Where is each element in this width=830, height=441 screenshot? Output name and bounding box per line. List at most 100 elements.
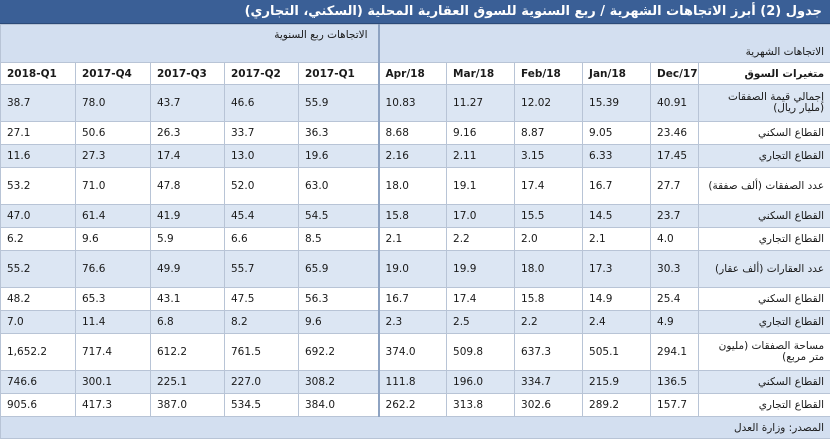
table-cell: 9.6: [297, 310, 380, 334]
table-cell: 905.6: [0, 393, 76, 417]
table-cell: 18.0: [378, 167, 448, 205]
table-cell: 11.27: [446, 84, 516, 122]
table-cell: 417.3: [75, 393, 151, 417]
table-row: 1,652.2 717.4 612.2 761.5 692.2 374.0 509.8 637…: [0, 333, 830, 371]
source-row: المصدر: وزارة العدل: [0, 416, 830, 439]
table-cell: 17.4: [150, 144, 225, 168]
table-cell: 2.1: [378, 227, 448, 251]
table-cell: 33.7: [224, 121, 299, 145]
table-cell: 313.8: [446, 393, 516, 417]
table-cell: 2.4: [582, 310, 652, 334]
table-cell: 15.8: [514, 287, 584, 311]
table-cell: 19.9: [446, 250, 516, 288]
table-row: 746.6 300.1 225.1 227.0 308.2 111.8 196.0 334.7…: [0, 370, 830, 394]
table-cell: 41.9: [150, 204, 225, 228]
column-header: 2017-Q2: [224, 62, 299, 85]
table-cell: 227.0: [224, 370, 299, 394]
table-cell: 16.7: [378, 287, 448, 311]
table-cell: 23.7: [650, 204, 700, 228]
table-cell: 36.3: [297, 121, 380, 145]
table-cell: 18.0: [514, 250, 584, 288]
table-cell: 8.68: [378, 121, 448, 145]
table-cell: 78.0: [75, 84, 151, 122]
table-cell: 3.15: [514, 144, 584, 168]
row-label: القطاع التجاري: [698, 310, 830, 334]
table-cell: 52.0: [224, 167, 299, 205]
row-label: القطاع التجاري: [698, 144, 830, 168]
table-cell: 11.6: [0, 144, 76, 168]
table-row: 55.2 76.6 49.9 55.7 65.9 19.0 19.9 18.0 17.3 30.3…: [0, 250, 830, 288]
table-cell: 76.6: [75, 250, 151, 288]
table-cell: 56.3: [297, 287, 380, 311]
table-cell: 40.91: [650, 84, 700, 122]
table-cell: 16.7: [582, 167, 652, 205]
table-cell: 302.6: [514, 393, 584, 417]
table-cell: 2.16: [378, 144, 448, 168]
table-cell: 692.2: [297, 333, 380, 371]
table-cell: 9.6: [75, 227, 151, 251]
table-cell: 11.4: [75, 310, 151, 334]
table-cell: 10.83: [378, 84, 448, 122]
table-cell: 717.4: [75, 333, 151, 371]
table-cell: 534.5: [224, 393, 299, 417]
table-row: 905.6 417.3 387.0 534.5 384.0 262.2 313.8 302.6…: [0, 393, 830, 417]
table-cell: 54.5: [297, 204, 380, 228]
table-cell: 19.1: [446, 167, 516, 205]
group-header-row: الاتجاهات ربع السنوية الاتجاهات الشهرية: [0, 24, 830, 63]
column-header: 2017-Q1: [297, 62, 380, 85]
column-header: 2017-Q4: [75, 62, 151, 85]
table-cell: 19.6: [297, 144, 380, 168]
table-row: 53.2 71.0 47.8 52.0 63.0 18.0 19.1 17.4 16.7 27.7…: [0, 167, 830, 205]
table-cell: 7.0: [0, 310, 76, 334]
table-cell: 2.11: [446, 144, 516, 168]
row-label: القطاع السكني: [698, 204, 830, 228]
table-cell: 65.3: [75, 287, 151, 311]
quarterly-group-header: الاتجاهات ربع السنوية: [0, 24, 380, 63]
table-cell: 5.9: [150, 227, 225, 251]
table-cell: 53.2: [0, 167, 76, 205]
table-cell: 12.02: [514, 84, 584, 122]
table-cell: 300.1: [75, 370, 151, 394]
table-cell: 1,652.2: [0, 333, 76, 371]
table-cell: 38.7: [0, 84, 76, 122]
table-cell: 6.6: [224, 227, 299, 251]
column-header: 2017-Q3: [150, 62, 225, 85]
table-cell: 215.9: [582, 370, 652, 394]
table-cell: 26.3: [150, 121, 225, 145]
table-cell: 47.8: [150, 167, 225, 205]
table-cell: 19.0: [378, 250, 448, 288]
table-cell: 63.0: [297, 167, 380, 205]
table-cell: 111.8: [378, 370, 448, 394]
table-cell: 25.4: [650, 287, 700, 311]
row-label: عدد الصفقات (ألف صفقة): [698, 167, 830, 205]
row-label: القطاع التجاري: [698, 227, 830, 251]
variables-column-header: متغيرات السوق: [698, 62, 830, 85]
column-header-row: 2018-Q1 2017-Q4 2017-Q3 2017-Q2 2017-Q1 Apr/1…: [0, 62, 830, 85]
table-cell: 50.6: [75, 121, 151, 145]
table-cell: 505.1: [582, 333, 652, 371]
table-row: 11.6 27.3 17.4 13.0 19.6 2.16 2.11 3.15 6.33 17.4…: [0, 144, 830, 168]
table-cell: 8.2: [224, 310, 299, 334]
table-cell: 8.5: [297, 227, 380, 251]
source-note: المصدر: وزارة العدل: [0, 416, 830, 439]
table-cell: 2.1: [582, 227, 652, 251]
table-cell: 637.3: [514, 333, 584, 371]
row-label: القطاع السكني: [698, 121, 830, 145]
table-cell: 612.2: [150, 333, 225, 371]
table-cell: 334.7: [514, 370, 584, 394]
table-row: 47.0 61.4 41.9 45.4 54.5 15.8 17.0 15.5 14.5 23.7…: [0, 204, 830, 228]
table-cell: 4.0: [650, 227, 700, 251]
table-cell: 43.7: [150, 84, 225, 122]
table-cell: 15.8: [378, 204, 448, 228]
table-row: 38.7 78.0 43.7 46.6 55.9 10.83 11.27 12.02 15.39…: [0, 84, 830, 122]
table-cell: 2.3: [378, 310, 448, 334]
table-row: 6.2 9.6 5.9 6.6 8.5 2.1 2.2 2.0 2.1 4.0 القطاع الت…: [0, 227, 830, 251]
table-cell: 46.6: [224, 84, 299, 122]
table-cell: 27.1: [0, 121, 76, 145]
table-cell: 15.39: [582, 84, 652, 122]
table-cell: 2.0: [514, 227, 584, 251]
row-label: إجمالي قيمة الصفقات (مليار ريال): [698, 84, 830, 122]
monthly-group-header: الاتجاهات الشهرية: [378, 24, 830, 63]
table-cell: 61.4: [75, 204, 151, 228]
table-cell: 17.4: [514, 167, 584, 205]
